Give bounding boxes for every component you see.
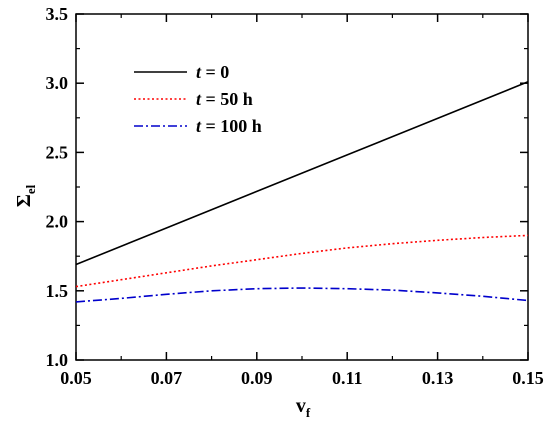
- series-line-2: [75, 234, 529, 288]
- y-axis-ticks: [76, 13, 528, 361]
- legend-label-value: = 100 h: [201, 116, 262, 136]
- x-axis-title-main: v: [296, 395, 306, 417]
- x-tick-label: 0.11: [332, 368, 363, 388]
- y-tick-label: 1.5: [46, 281, 69, 301]
- legend-label-value: = 0: [201, 62, 229, 82]
- y-tick-label: 3.5: [46, 4, 69, 24]
- x-tick-label: 0.09: [241, 368, 273, 388]
- series-group: [75, 81, 529, 303]
- x-axis-title: vf: [296, 395, 311, 420]
- series-line-1: [75, 81, 529, 266]
- legend-label-variable: t: [196, 116, 202, 136]
- y-axis-tick-labels: 1.0 1.5 2.0 2.5 3.0 3.5: [46, 4, 69, 370]
- y-tick-label: 2.0: [46, 212, 69, 232]
- legend: t = 0t = 50 ht = 100 h: [134, 62, 262, 136]
- legend-label-value: = 50 h: [201, 89, 253, 109]
- y-axis-title: Σel: [13, 184, 38, 207]
- y-tick-label: 3.0: [46, 73, 69, 93]
- plot-area: [75, 13, 529, 361]
- y-tick-label: 1.0: [46, 350, 69, 370]
- y-axis-title-main: Σ: [13, 194, 35, 207]
- y-axis-title-subscript: el: [23, 184, 38, 194]
- x-tick-label: 0.13: [422, 368, 454, 388]
- legend-label-1: t = 0: [196, 62, 229, 82]
- x-axis-ticks: [75, 14, 529, 360]
- legend-label-variable: t: [196, 62, 202, 82]
- series-line-3: [75, 287, 529, 303]
- x-tick-label: 0.05: [60, 368, 92, 388]
- plot-frame: [75, 13, 529, 361]
- y-tick-label: 2.5: [46, 142, 69, 162]
- legend-label-2: t = 50 h: [196, 89, 253, 109]
- x-axis-tick-labels: 0.05 0.07 0.09 0.11 0.13 0.15: [60, 368, 544, 388]
- legend-label-3: t = 100 h: [196, 116, 262, 136]
- legend-label-variable: t: [196, 89, 202, 109]
- x-axis-title-subscript: f: [306, 405, 311, 420]
- x-tick-label: 0.15: [512, 368, 544, 388]
- x-tick-label: 0.07: [151, 368, 183, 388]
